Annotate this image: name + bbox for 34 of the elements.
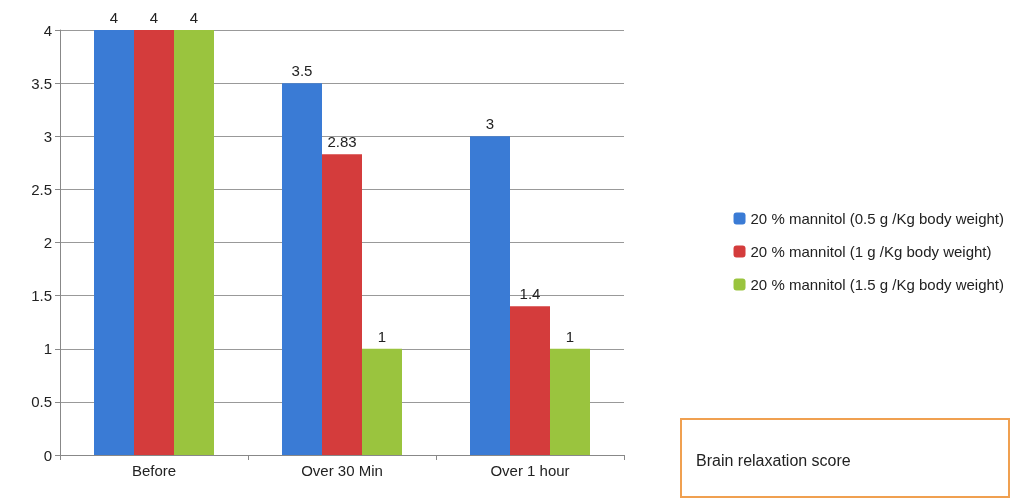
y-tick-label: 0 <box>43 446 52 464</box>
bar <box>282 83 322 455</box>
y-tick-label: 3.5 <box>31 74 52 92</box>
bar <box>362 348 402 455</box>
text: Brain relaxation score <box>680 418 1010 498</box>
y-tick-label: 1 <box>43 340 52 358</box>
data-label: 3 <box>485 115 495 133</box>
legend-label: 20 % mannitol (1.5 g /Kg body weight) <box>750 276 1005 293</box>
bar <box>550 348 590 455</box>
y-tick-label: 1.5 <box>31 287 52 305</box>
x-tick-label: Before <box>131 462 177 479</box>
x-tick-label: Over 1 hour <box>490 462 570 479</box>
bar <box>174 30 214 455</box>
y-tick-label: 0.5 <box>31 393 52 411</box>
y-tick-label: 2 <box>43 234 52 251</box>
data-label: 2.83 <box>327 133 357 151</box>
bar <box>94 30 134 455</box>
data-label: 4 <box>109 9 119 26</box>
y-tick-label: 2.5 <box>31 180 52 198</box>
data-label: 1.4 <box>519 285 541 303</box>
bar <box>510 306 550 455</box>
data-label: 4 <box>149 9 159 26</box>
bar <box>470 136 510 455</box>
legend-label: 20 % mannitol (0.5 g /Kg body weight) <box>750 210 1005 227</box>
data-label: 1 <box>565 327 575 345</box>
bar <box>322 154 362 455</box>
data-label: 4 <box>189 9 199 26</box>
y-tick-label: 4 <box>43 21 52 39</box>
legend-label: 20 % mannitol (1 g /Kg body weight) <box>750 243 992 260</box>
x-tick-label: Over 30 Min <box>301 462 383 479</box>
y-tick-label: 3 <box>43 127 52 145</box>
data-label: 3.5 <box>291 62 313 80</box>
data-label: 1 <box>377 327 387 345</box>
bar <box>134 30 174 455</box>
